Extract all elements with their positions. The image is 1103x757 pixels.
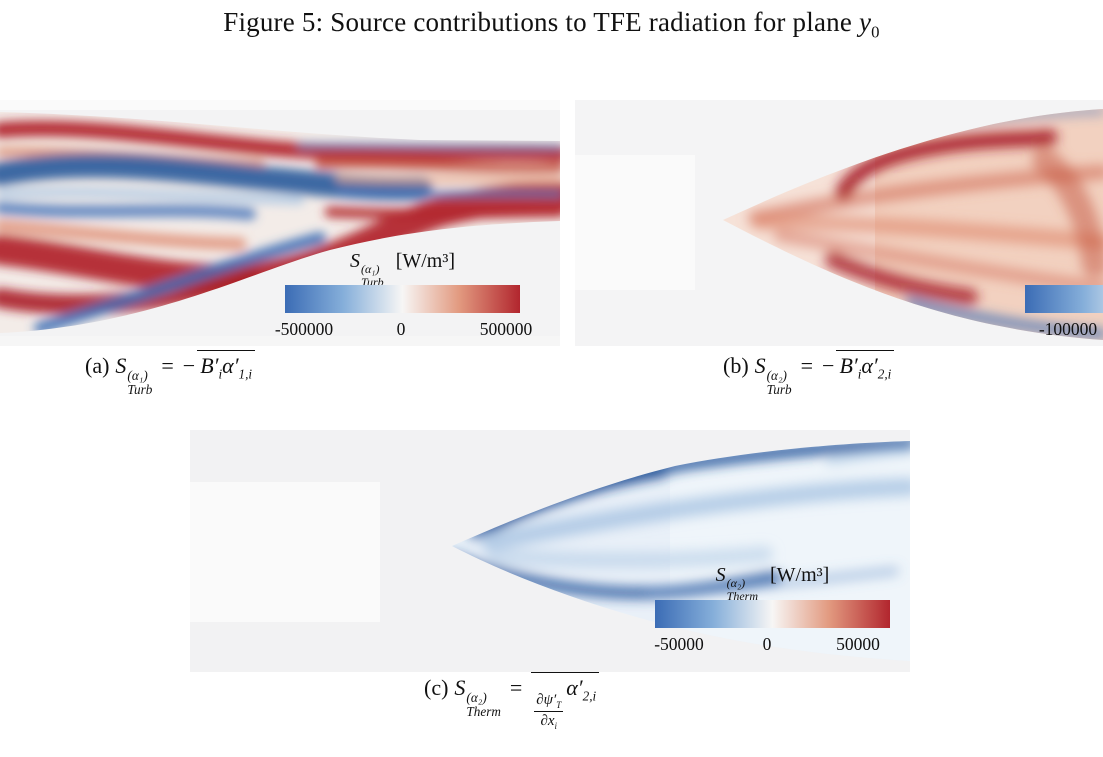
panel-c-colorbar-tick-zero: 0 [762, 634, 772, 654]
panel-a-colorbar [285, 285, 520, 313]
panel-c-colorbar-tick-max: 50000 [836, 634, 880, 654]
panel-b: -100000 [575, 100, 1103, 346]
panel-c-colorbar [655, 600, 890, 628]
figure-title-variable-sub: 0 [871, 22, 880, 42]
figure-title: Figure 5: Source contributions to TFE ra… [0, 7, 1103, 42]
caption-a-symbol: S [115, 353, 127, 378]
caption-b-index: (b) [723, 353, 749, 378]
panel-c-colorbar-units: [W/m³] [770, 564, 830, 586]
panel-a-colorbar-tick-max: 500000 [479, 319, 533, 339]
caption-c-overline-term: ∂ψ′T ∂xi α′2,i [531, 672, 600, 732]
panel-c-colorbar-tick-min: -50000 [654, 634, 704, 654]
caption-b-overline-term: B′iα′2,i [836, 350, 895, 382]
caption-c-fraction: ∂ψ′T ∂xi [534, 692, 564, 732]
caption-a-supsub: (α₁) Turb [127, 367, 153, 398]
panel-a-colorbar-tick-min: -500000 [274, 319, 334, 339]
panel-a-colorbar-units: [W/m³] [395, 250, 455, 272]
panel-b-plot [575, 100, 1103, 346]
caption-b-equals: = [800, 353, 814, 378]
panel-c: S (α₂) Therm [W/m³] -50000 0 50000 [190, 430, 910, 672]
panel-a-plot [0, 100, 560, 346]
caption-b-supsub: (α₂) Turb [766, 367, 792, 398]
panel-a: S (α₁) Turb [W/m³] -500000 0 500000 [0, 100, 560, 346]
caption-c-symbol: S [454, 675, 466, 700]
caption-a-minus: − [182, 353, 196, 378]
caption-b-minus: − [822, 353, 835, 378]
caption-b-symbol: S [754, 353, 766, 378]
panel-c-caption: (c) S (α₂) Therm = ∂ψ′T ∂xi α′2,i [424, 672, 600, 732]
caption-a-index: (a) [85, 353, 110, 378]
panel-a-caption: (a) S (α₁) Turb = − B′iα′1,i [85, 350, 256, 398]
panel-a-colorbar-label: S (α₁) Turb [W/m³] [255, 250, 550, 290]
figure-title-text: Figure 5: Source contributions to TFE ra… [223, 7, 853, 37]
panel-c-plot [190, 430, 910, 672]
panel-b-colorbar [1025, 285, 1103, 313]
panel-c-colorbar-label: S (α₂) Therm [W/m³] [625, 564, 910, 604]
panel-c-colorbar-supsub: (α₂) Therm [726, 576, 759, 604]
panel-c-colorbar-symbol: S [715, 564, 726, 586]
caption-a-overline-term: B′iα′1,i [197, 350, 256, 382]
caption-c-index: (c) [424, 675, 449, 700]
panel-b-colorbar-tick-min: -100000 [1038, 319, 1098, 339]
panel-b-caption: (b) S (α₂) Turb = − B′iα′2,i [723, 350, 895, 398]
panel-a-colorbar-tick-zero: 0 [396, 319, 406, 339]
caption-c-equals: = [509, 675, 523, 700]
figure-title-variable: y [858, 7, 872, 37]
caption-a-equals: = [161, 353, 174, 378]
caption-c-supsub: (α₂) Therm [466, 689, 501, 720]
panel-a-colorbar-symbol: S [350, 250, 360, 272]
